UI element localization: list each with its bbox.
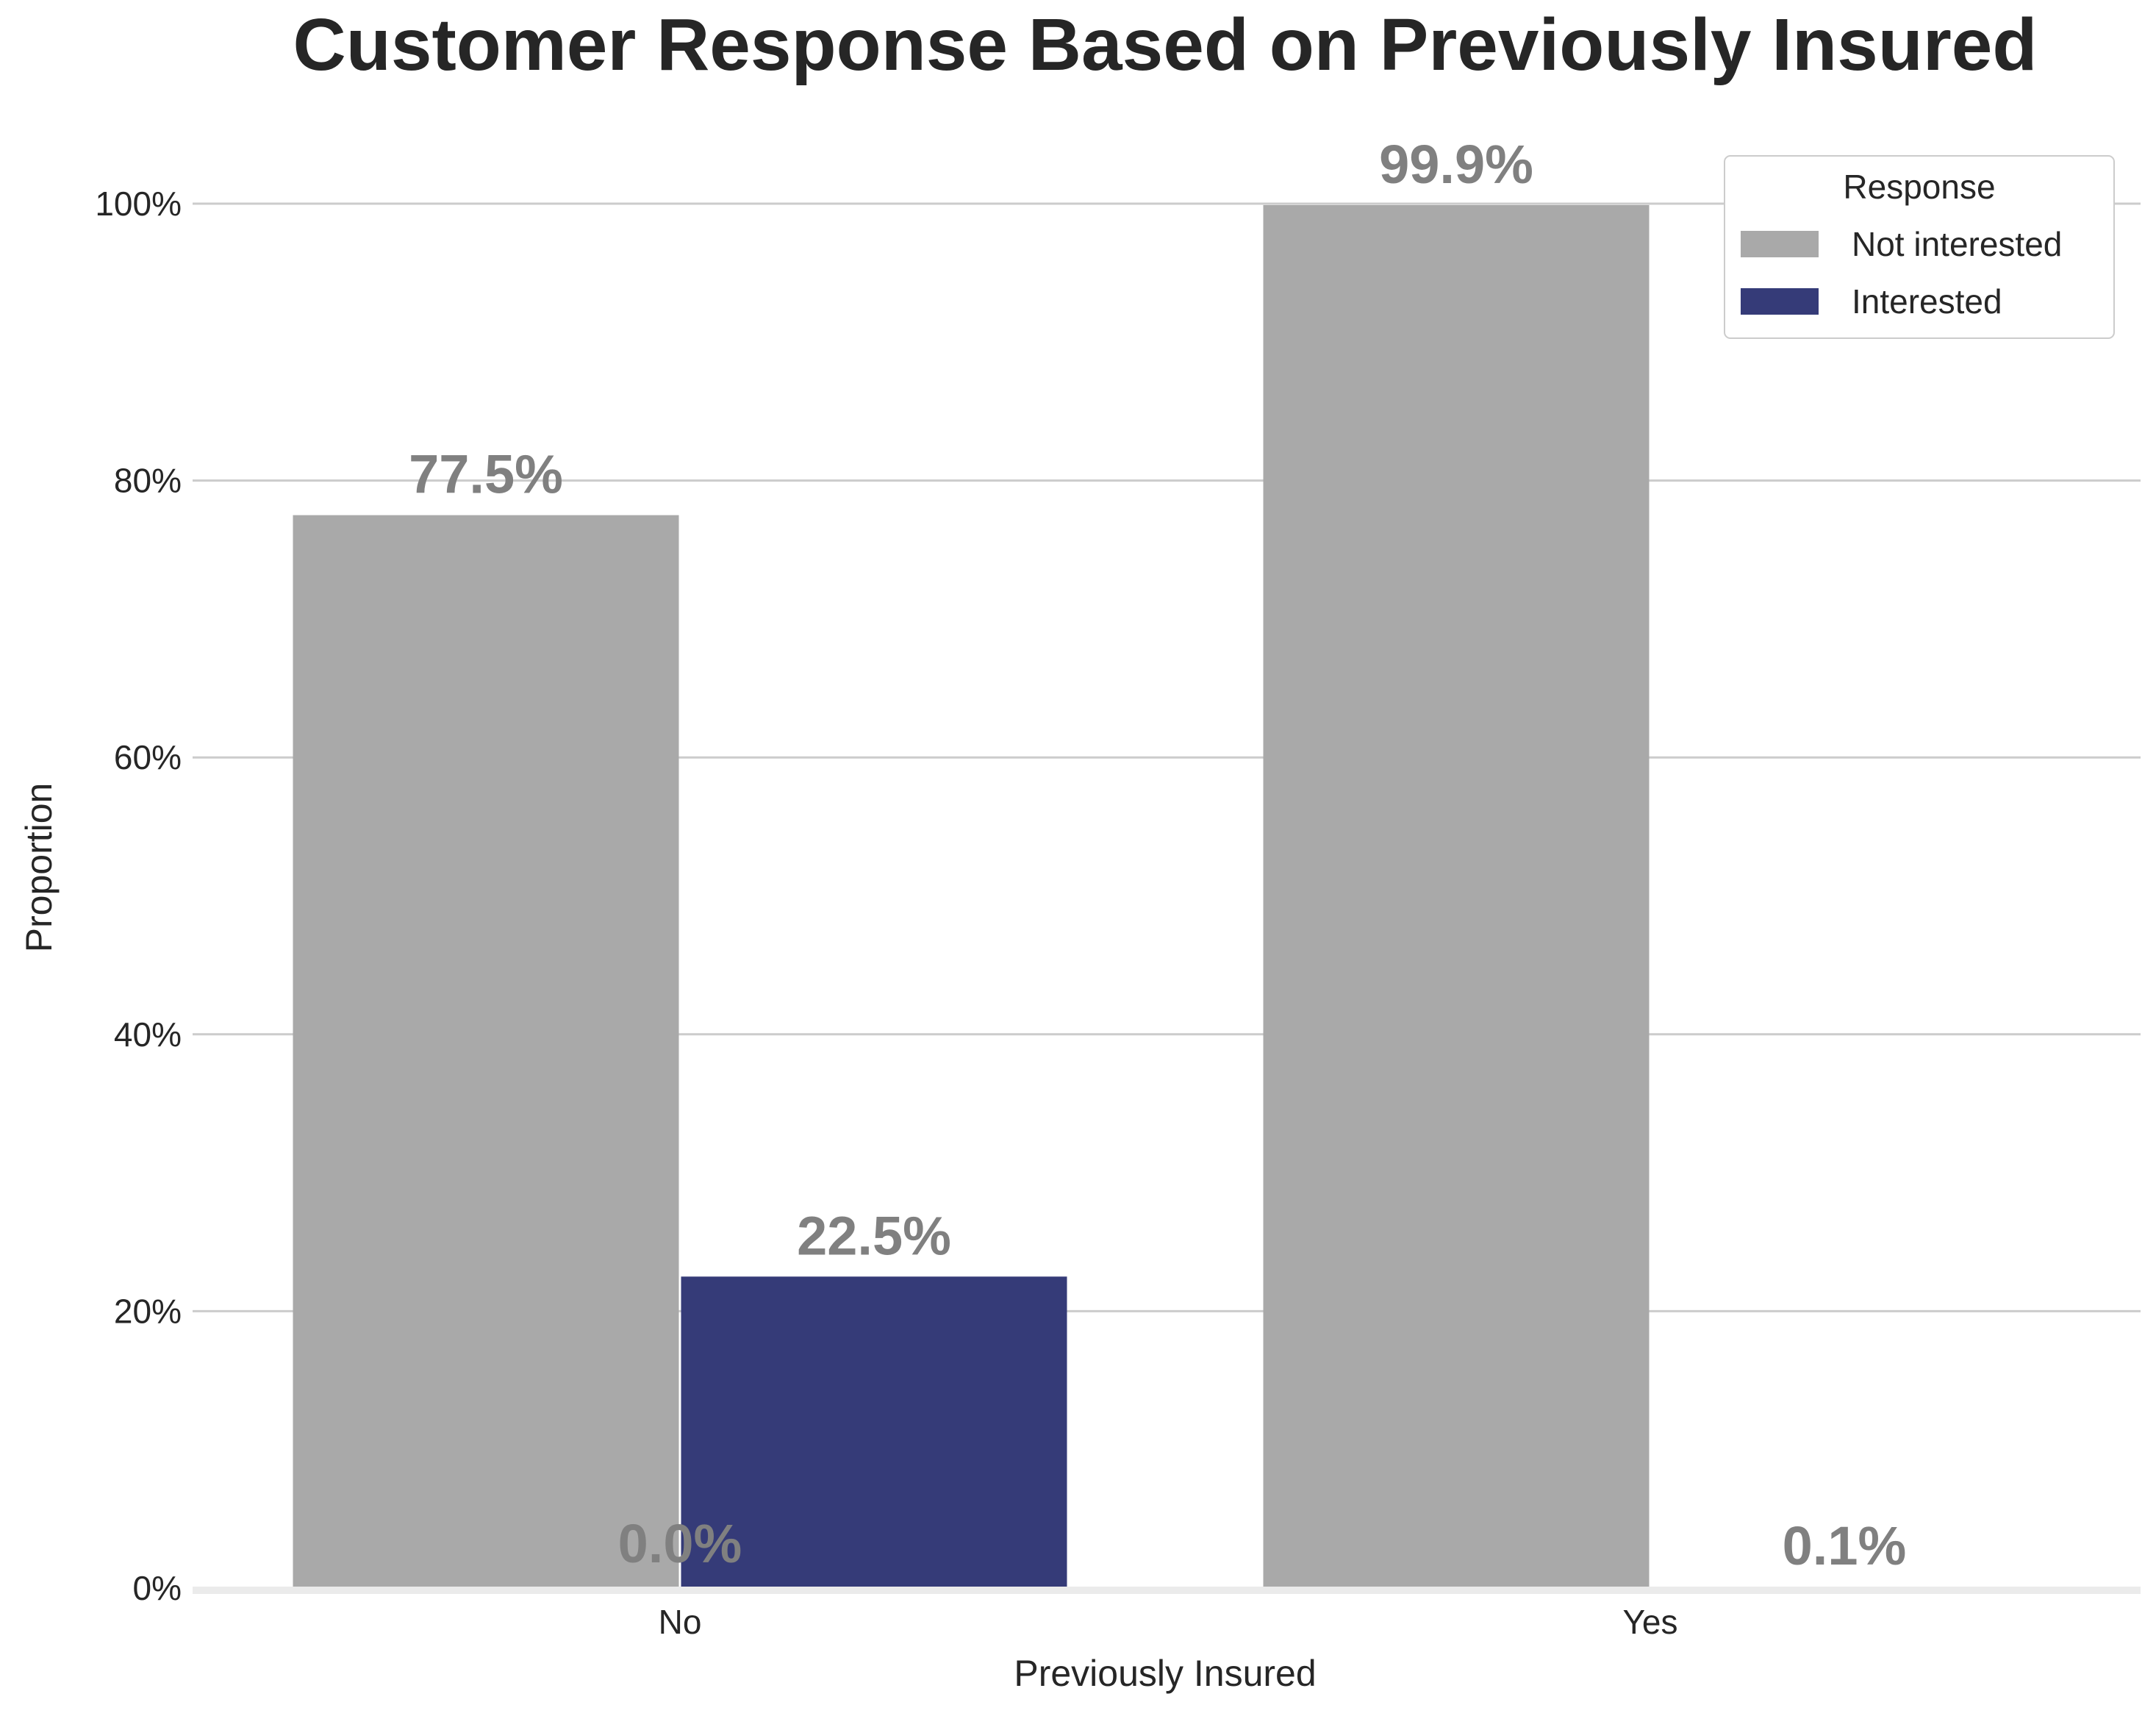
legend-frame xyxy=(1724,155,2115,339)
y-tick-label-3: 60% xyxy=(114,738,182,776)
bar-not-interested-yes xyxy=(1263,204,1650,1588)
legend: Response Not interested Interested xyxy=(1724,155,2115,339)
x-axis-baseline xyxy=(193,1587,2141,1594)
y-tick-label-4: 80% xyxy=(114,462,182,500)
bar-label-not-interested-yes: 99.9% xyxy=(1379,134,1533,195)
y-axis-ticks: 0% 20% 40% 60% 80% 100% xyxy=(95,185,182,1607)
legend-label-interested: Interested xyxy=(1852,282,2002,321)
bar-label-interested-yes: 0.1% xyxy=(1783,1515,1907,1576)
y-axis-label: Proportion xyxy=(18,783,60,953)
x-axis-ticks: No Yes xyxy=(659,1603,1678,1641)
legend-label-not-interested: Not interested xyxy=(1852,225,2062,263)
y-tick-label-0: 0% xyxy=(133,1569,182,1607)
bars xyxy=(293,204,2038,1588)
bar-label-not-interested-no: 77.5% xyxy=(409,444,563,505)
x-axis-label: Previously Insured xyxy=(1014,1653,1316,1694)
x-tick-label-yes: Yes xyxy=(1622,1603,1677,1641)
bar-interested-no xyxy=(681,1276,1067,1588)
y-tick-label-5: 100% xyxy=(95,185,182,223)
bar-label-interested-no: 22.5% xyxy=(797,1205,951,1266)
bar-labels: 77.5% 22.5% 99.9% 0.1% 0.0% xyxy=(409,134,1906,1576)
legend-title: Response xyxy=(1843,168,1995,206)
bar-annotation-0: 0.0% xyxy=(618,1513,742,1574)
bar-not-interested-no xyxy=(293,515,679,1588)
y-tick-label-2: 40% xyxy=(114,1015,182,1054)
chart-title: Customer Response Based on Previously In… xyxy=(293,4,2038,86)
legend-swatch-not-interested xyxy=(1741,231,1819,257)
y-tick-label-1: 20% xyxy=(114,1292,182,1330)
legend-swatch-interested xyxy=(1741,288,1819,315)
x-tick-label-no: No xyxy=(659,1603,702,1641)
